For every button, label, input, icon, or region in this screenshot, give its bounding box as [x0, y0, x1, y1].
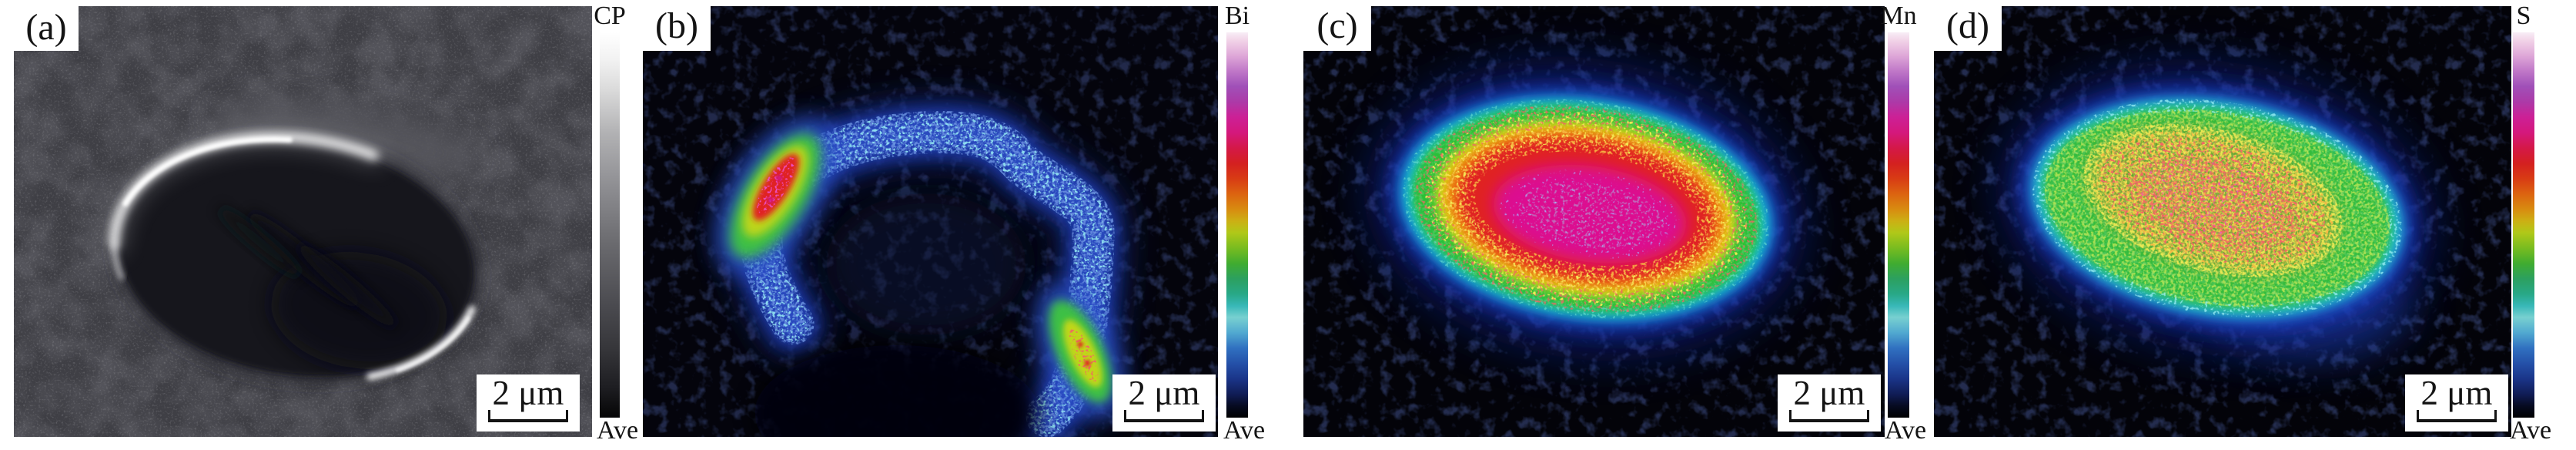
panel-d-s-map: (d) 2 μm: [1934, 0, 2511, 437]
scale-bar-text: 2 μm: [492, 374, 564, 412]
panel-label-d: (d): [1934, 0, 2002, 51]
colorbar-cp-min-label: Ave: [597, 416, 639, 445]
colorbar-mn: [1888, 32, 1909, 418]
panel-label-c: (c): [1303, 0, 1371, 51]
colorbar-bi: [1226, 32, 1248, 418]
colorbar-s-label: S: [2516, 2, 2531, 30]
panel-label-b: (b): [643, 0, 711, 51]
scale-bar-c: 2 μm: [1778, 374, 1881, 432]
sem-micrograph: [14, 6, 592, 437]
scale-bar-d: 2 μm: [2405, 374, 2508, 432]
colorbar-s: [2513, 32, 2534, 418]
colorbar-bi-label: Bi: [1224, 2, 1250, 30]
colorbar-mn-label: Mn: [1880, 2, 1917, 30]
colorbar-cp-label: CP: [594, 2, 626, 30]
panel-a-cp-image: (a) 2 μm: [14, 3, 592, 437]
scale-bar-line: [2417, 410, 2497, 422]
colorbar-s-min-label: Ave: [2510, 416, 2552, 445]
scale-bar-text: 2 μm: [2420, 374, 2493, 412]
bi-crescent: [714, 96, 1130, 437]
mn-element-map: [1303, 6, 1885, 437]
panel-label-a: (a): [14, 3, 79, 51]
panel-label-text: (b): [655, 5, 698, 46]
mn-ellipse-blob: [1363, 56, 1808, 361]
colorbar-mn-min-label: Ave: [1885, 416, 1927, 445]
bi-hotspot-right: [1034, 283, 1126, 420]
panel-label-text: (a): [25, 6, 67, 48]
scale-bar-text: 2 μm: [1128, 374, 1200, 412]
bi-hotspot-left: [714, 116, 837, 275]
scale-bar-text: 2 μm: [1793, 374, 1865, 412]
scale-bar-a: 2 μm: [477, 374, 580, 432]
s-element-map: [1934, 6, 2511, 437]
s-ellipse-blob: [1996, 59, 2439, 360]
scale-bar-line: [488, 410, 568, 422]
inclusion-blob: [104, 99, 480, 382]
scale-bar-line: [1124, 410, 1204, 422]
panel-c-mn-map: (c) 2 μm: [1303, 0, 1885, 437]
scale-bar-line: [1789, 410, 1869, 422]
colorbar-bi-min-label: Ave: [1223, 416, 1266, 445]
bi-element-map: [643, 6, 1218, 437]
panel-label-text: (c): [1316, 5, 1358, 46]
scale-bar-b: 2 μm: [1112, 374, 1216, 432]
panel-label-text: (d): [1946, 5, 1989, 46]
colorbar-cp: [600, 32, 620, 418]
s-hot-core: [2083, 123, 2343, 277]
panel-b-bi-map: (b) 2 μm: [643, 0, 1218, 437]
